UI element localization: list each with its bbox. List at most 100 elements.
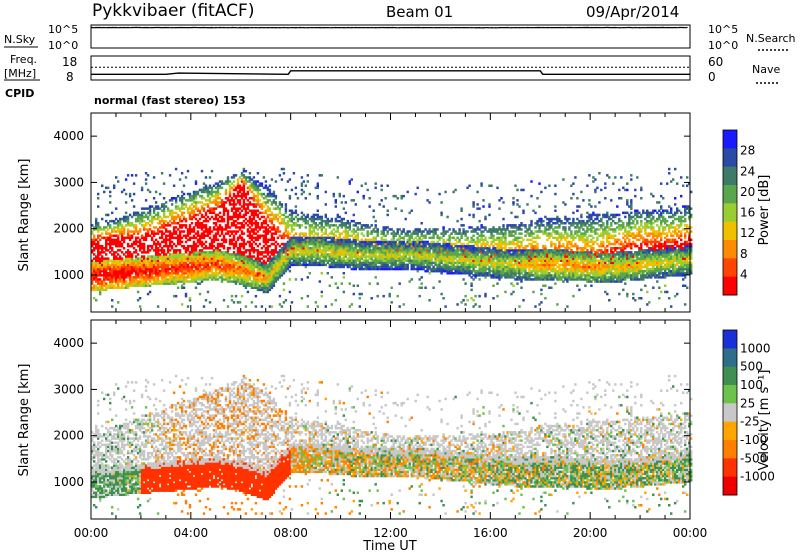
power-cell	[244, 272, 248, 275]
power-cell	[136, 240, 140, 244]
power-cell	[148, 213, 152, 217]
power-cell	[160, 230, 164, 233]
power-cell	[113, 263, 116, 267]
power-cell	[180, 207, 184, 210]
power-cell	[170, 276, 174, 279]
power-cell	[152, 267, 156, 271]
power-cell	[182, 215, 186, 219]
power-cell	[164, 238, 168, 242]
power-cell	[206, 267, 210, 271]
power-cell	[101, 228, 104, 231]
power-cell	[242, 282, 246, 285]
power-cell	[270, 201, 274, 204]
power-cell	[138, 244, 142, 248]
power-cell	[186, 267, 190, 271]
power-cell	[228, 186, 232, 190]
power-cell	[260, 305, 264, 308]
power-cell	[232, 201, 236, 204]
power-cell	[272, 284, 276, 287]
power-cell	[226, 215, 230, 219]
power-cell	[152, 282, 156, 285]
power-cell	[119, 257, 122, 260]
power-cell	[224, 274, 228, 277]
power-cell	[214, 255, 218, 258]
power-cell	[472, 213, 475, 217]
power-cell	[119, 249, 122, 252]
power-cell	[136, 213, 140, 217]
power-cell	[222, 205, 226, 208]
power-cell	[146, 230, 150, 233]
power-cell	[186, 272, 190, 275]
power-cell	[268, 255, 272, 258]
power-cell	[166, 234, 170, 237]
power-cell	[274, 217, 278, 221]
power-cell	[272, 194, 276, 198]
power-cell	[99, 274, 102, 277]
power-cell	[218, 201, 222, 204]
power-cell	[170, 199, 174, 202]
freq-label-line2: [MHz]	[4, 67, 36, 80]
power-cell	[238, 257, 242, 260]
power-cell	[105, 286, 108, 289]
power-cell	[117, 253, 120, 256]
power-cell	[148, 272, 152, 275]
power-cell	[105, 282, 108, 285]
power-cell	[212, 209, 216, 212]
power-cell	[264, 290, 268, 294]
power-cell	[97, 247, 100, 250]
power-cell	[246, 192, 250, 196]
power-cell	[111, 272, 114, 275]
power-cell	[276, 242, 280, 246]
power-cell	[290, 188, 294, 192]
power-cell	[268, 230, 272, 233]
power-cell	[414, 192, 417, 196]
power-cell	[130, 230, 134, 233]
power-cell	[240, 244, 244, 248]
power-cell	[170, 259, 174, 262]
power-cell	[134, 242, 138, 246]
power-cell	[164, 234, 168, 237]
power-cell	[198, 240, 202, 244]
power-cell	[124, 280, 128, 283]
power-cell	[156, 217, 160, 221]
power-cell	[278, 269, 282, 273]
power-cell	[196, 255, 200, 258]
power-cell	[166, 272, 170, 275]
power-cell	[170, 280, 174, 283]
power-cell	[170, 240, 174, 244]
power-cell	[260, 274, 264, 277]
power-cell	[156, 251, 160, 254]
power-cell	[172, 228, 176, 231]
power-cell	[274, 280, 278, 283]
power-cell	[174, 269, 178, 273]
power-cell	[97, 255, 100, 258]
power-cell	[226, 257, 230, 260]
power-cell	[238, 242, 242, 246]
power-cell	[180, 230, 184, 233]
power-cell	[208, 217, 212, 221]
power-cell	[254, 211, 258, 215]
power-cell	[93, 272, 96, 275]
power-cell	[126, 259, 130, 262]
power-cell	[192, 251, 196, 254]
power-cell	[168, 276, 172, 279]
power-cell	[154, 274, 158, 277]
power-cell	[242, 213, 246, 217]
power-cell	[440, 211, 443, 215]
power-cell	[192, 255, 196, 258]
power-cell	[138, 215, 142, 219]
power-cell	[97, 267, 100, 271]
power-cell	[202, 253, 206, 256]
power-cell	[278, 267, 282, 271]
power-cell	[398, 305, 401, 308]
power-cell	[272, 242, 276, 246]
power-cell	[254, 199, 258, 202]
power-cell	[166, 278, 170, 281]
power-cell	[242, 274, 246, 277]
power-cell	[95, 276, 98, 279]
power-cell	[136, 282, 140, 285]
power-cell	[250, 301, 254, 304]
power-cell	[242, 244, 246, 248]
power-cell	[144, 182, 148, 185]
power-cell	[154, 263, 158, 267]
